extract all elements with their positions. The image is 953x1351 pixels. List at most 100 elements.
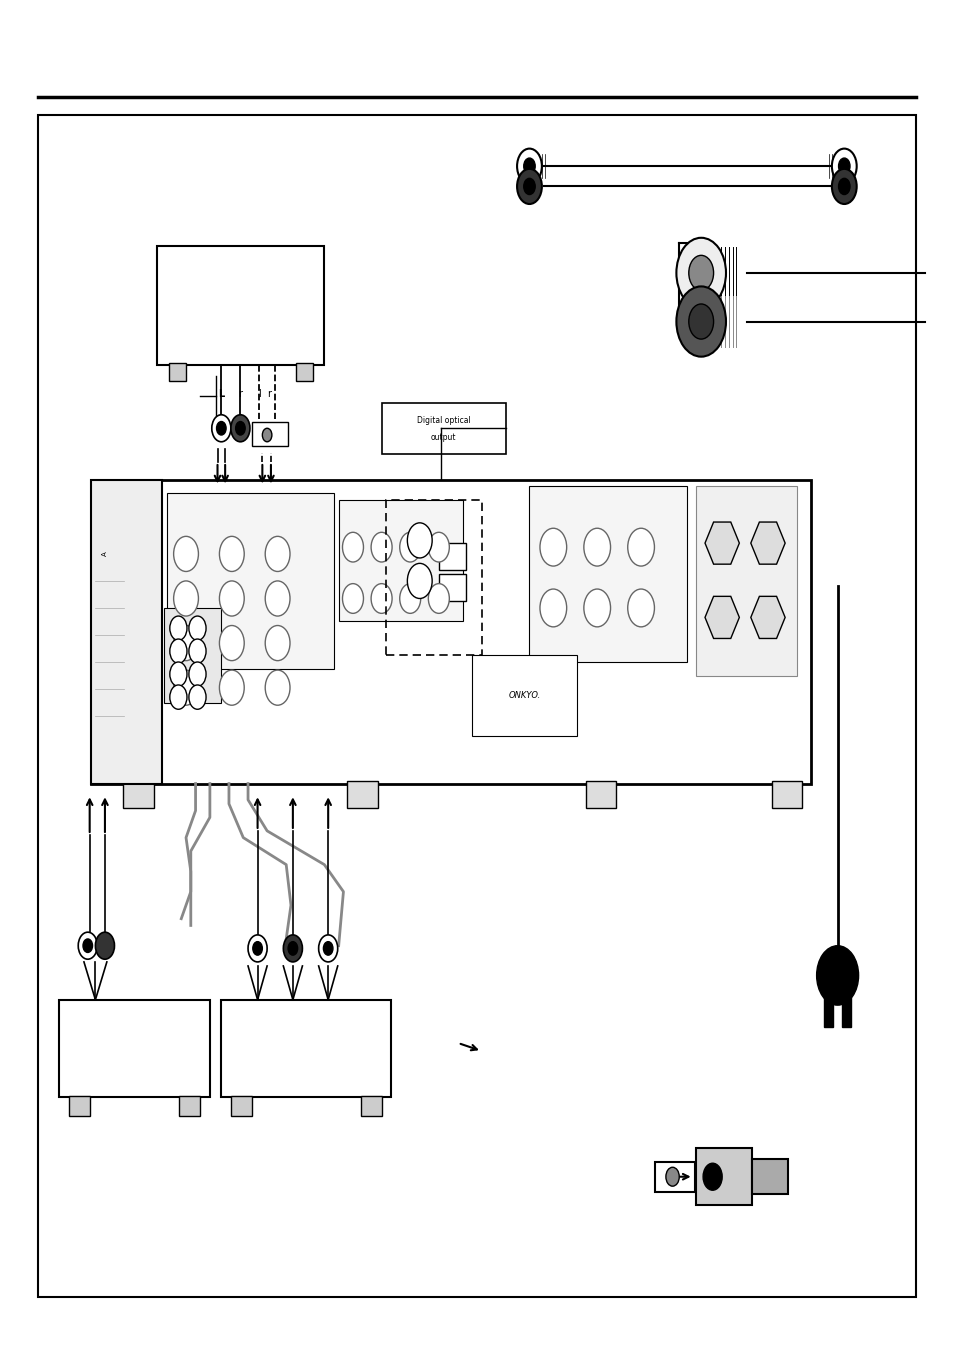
Circle shape xyxy=(399,532,420,562)
Circle shape xyxy=(583,589,610,627)
Polygon shape xyxy=(704,521,739,565)
Circle shape xyxy=(583,528,610,566)
Bar xyxy=(472,655,577,736)
Bar xyxy=(338,500,462,621)
Bar xyxy=(91,480,810,784)
Text: Digital optical: Digital optical xyxy=(416,416,470,424)
Bar xyxy=(655,1162,695,1192)
Circle shape xyxy=(676,238,725,308)
Circle shape xyxy=(173,670,198,705)
Circle shape xyxy=(399,584,420,613)
Circle shape xyxy=(407,523,432,558)
Circle shape xyxy=(676,286,725,357)
Bar xyxy=(123,781,153,808)
Circle shape xyxy=(262,428,272,442)
Bar xyxy=(360,1096,381,1116)
Circle shape xyxy=(253,942,262,955)
Circle shape xyxy=(371,584,392,613)
Bar xyxy=(69,1096,90,1116)
Circle shape xyxy=(428,532,449,562)
Bar xyxy=(169,363,186,381)
Bar xyxy=(252,422,288,446)
Bar xyxy=(38,115,915,1297)
Polygon shape xyxy=(750,596,784,639)
Circle shape xyxy=(838,178,849,195)
Bar xyxy=(438,574,465,601)
Bar xyxy=(381,403,505,454)
Circle shape xyxy=(173,536,198,571)
Text: L: L xyxy=(218,389,224,400)
Text: output: output xyxy=(431,434,456,442)
Bar xyxy=(347,781,377,808)
Bar xyxy=(529,486,686,662)
Bar xyxy=(823,997,832,1027)
Circle shape xyxy=(407,563,432,598)
Circle shape xyxy=(342,532,363,562)
Circle shape xyxy=(170,616,187,640)
Circle shape xyxy=(235,422,245,435)
Bar xyxy=(438,543,465,570)
Circle shape xyxy=(702,1163,721,1190)
Circle shape xyxy=(219,626,244,661)
Circle shape xyxy=(189,639,206,663)
Bar xyxy=(771,781,801,808)
Circle shape xyxy=(248,935,267,962)
Circle shape xyxy=(318,935,337,962)
Circle shape xyxy=(428,584,449,613)
Circle shape xyxy=(831,149,856,184)
Circle shape xyxy=(627,589,654,627)
Circle shape xyxy=(219,581,244,616)
Circle shape xyxy=(342,584,363,613)
Circle shape xyxy=(219,670,244,705)
Polygon shape xyxy=(750,521,784,565)
Circle shape xyxy=(78,932,97,959)
Circle shape xyxy=(288,942,297,955)
Bar xyxy=(59,1000,210,1097)
Circle shape xyxy=(265,581,290,616)
Circle shape xyxy=(323,942,333,955)
Circle shape xyxy=(170,639,187,663)
Bar xyxy=(295,363,313,381)
Polygon shape xyxy=(704,596,739,639)
Circle shape xyxy=(216,422,226,435)
Circle shape xyxy=(219,536,244,571)
Bar xyxy=(164,608,221,703)
Text: ONKYO.: ONKYO. xyxy=(508,692,540,700)
Text: A: A xyxy=(102,551,108,557)
Circle shape xyxy=(231,415,250,442)
Circle shape xyxy=(170,662,187,686)
Circle shape xyxy=(189,616,206,640)
Circle shape xyxy=(265,670,290,705)
Bar xyxy=(751,1159,787,1194)
Circle shape xyxy=(173,581,198,616)
Circle shape xyxy=(265,536,290,571)
Bar xyxy=(91,480,162,784)
Circle shape xyxy=(189,685,206,709)
Bar xyxy=(157,246,324,365)
Circle shape xyxy=(627,528,654,566)
Circle shape xyxy=(539,528,566,566)
Circle shape xyxy=(523,158,535,174)
Bar xyxy=(179,1096,200,1116)
Circle shape xyxy=(523,178,535,195)
Circle shape xyxy=(173,626,198,661)
Circle shape xyxy=(95,932,114,959)
Circle shape xyxy=(517,169,541,204)
Circle shape xyxy=(517,149,541,184)
Circle shape xyxy=(212,415,231,442)
Circle shape xyxy=(170,685,187,709)
Bar xyxy=(167,493,334,669)
Circle shape xyxy=(83,939,92,952)
Circle shape xyxy=(265,626,290,661)
Circle shape xyxy=(539,589,566,627)
Circle shape xyxy=(831,169,856,204)
Text: l  r: l r xyxy=(258,389,272,400)
Circle shape xyxy=(816,946,858,1005)
Bar xyxy=(841,997,850,1027)
Circle shape xyxy=(838,158,849,174)
Circle shape xyxy=(371,532,392,562)
Bar xyxy=(231,1096,252,1116)
Bar xyxy=(696,1148,751,1205)
Text: r: r xyxy=(238,389,242,400)
Bar xyxy=(585,781,616,808)
